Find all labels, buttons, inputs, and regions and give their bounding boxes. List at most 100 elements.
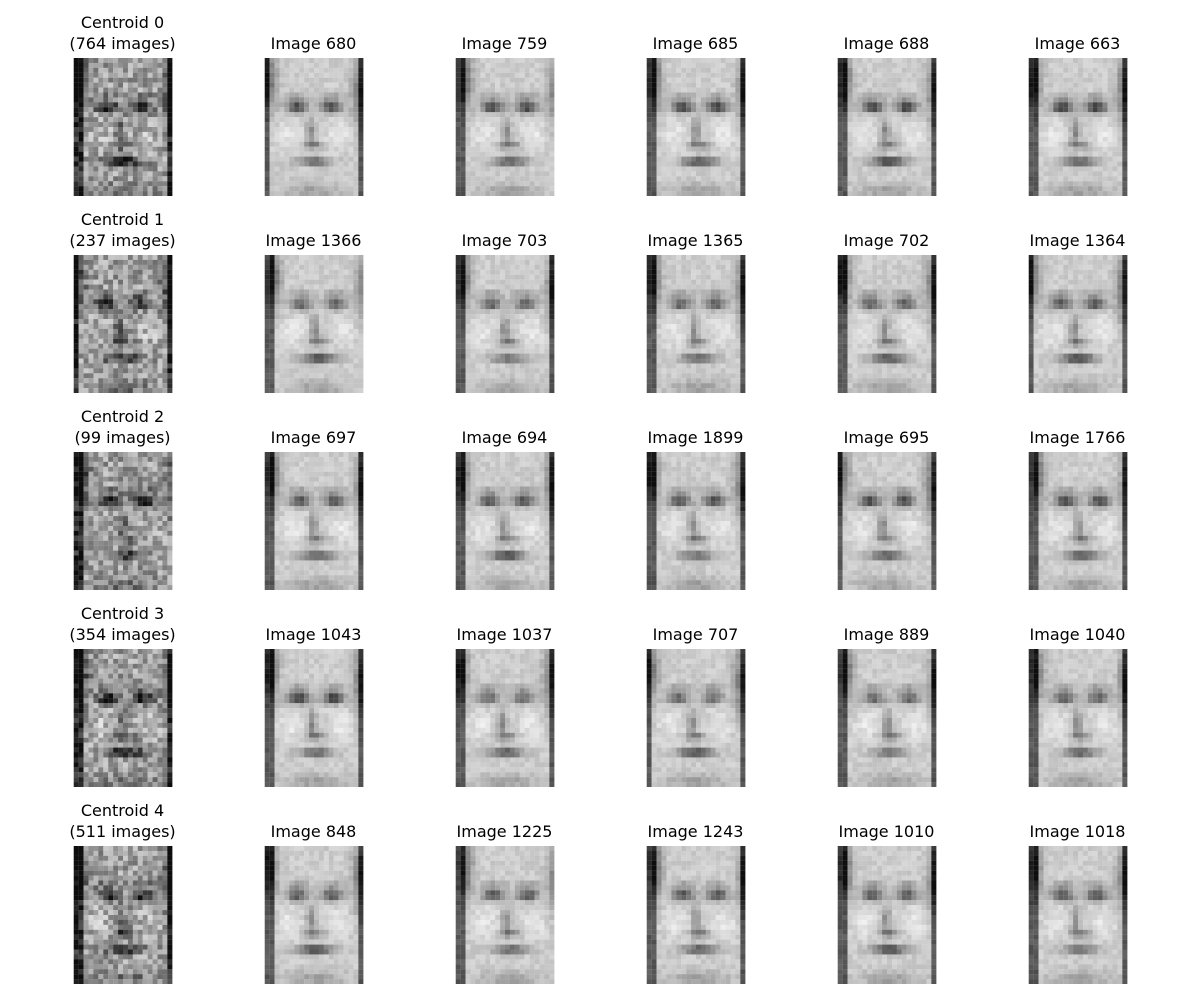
centroid-title-1: Centroid 1 (237 images) xyxy=(27,209,218,251)
image-cell: Image 663 xyxy=(982,10,1173,200)
face-image xyxy=(264,649,364,787)
image-title: Image 695 xyxy=(843,428,930,447)
face-image xyxy=(455,846,555,984)
centroid-face-image xyxy=(73,58,173,196)
face-image xyxy=(455,255,555,393)
image-cell: Image 848 xyxy=(218,798,409,988)
centroid-face-image xyxy=(73,649,173,787)
image-cell: Image 1364 xyxy=(982,207,1173,397)
image-cell: Image 1018 xyxy=(982,798,1173,988)
centroid-label: Centroid 1 xyxy=(80,210,165,229)
centroid-cell-3: Centroid 3 (354 images) xyxy=(27,601,218,791)
image-cell: Image 1040 xyxy=(982,601,1173,791)
centroid-title-2: Centroid 2 (99 images) xyxy=(27,406,218,448)
centroid-label: Centroid 4 xyxy=(80,801,165,820)
image-title: Image 685 xyxy=(652,34,739,53)
image-cell: Image 685 xyxy=(600,10,791,200)
image-cell: Image 697 xyxy=(218,404,409,594)
image-title: Image 703 xyxy=(461,231,548,250)
image-cell: Image 695 xyxy=(791,404,982,594)
image-title: Image 697 xyxy=(270,428,357,447)
image-cell: Image 1365 xyxy=(600,207,791,397)
image-title: Image 848 xyxy=(270,822,357,841)
image-title: Image 759 xyxy=(461,34,548,53)
face-image xyxy=(264,846,364,984)
centroid-cell-2: Centroid 2 (99 images) xyxy=(27,404,218,594)
centroid-count: (764 images) xyxy=(69,34,176,53)
image-title: Image 1040 xyxy=(1029,625,1126,644)
image-cell: Image 680 xyxy=(218,10,409,200)
centroid-face-image xyxy=(73,846,173,984)
image-cell: Image 1366 xyxy=(218,207,409,397)
image-cell: Image 694 xyxy=(409,404,600,594)
centroid-face-image xyxy=(73,452,173,590)
image-cell: Image 688 xyxy=(791,10,982,200)
image-title: Image 1037 xyxy=(456,625,553,644)
image-cell: Image 707 xyxy=(600,601,791,791)
centroid-cell-4: Centroid 4 (511 images) xyxy=(27,798,218,988)
centroid-title-3: Centroid 3 (354 images) xyxy=(27,603,218,645)
image-cell: Image 1037 xyxy=(409,601,600,791)
face-image xyxy=(455,58,555,196)
centroid-count: (354 images) xyxy=(69,625,176,644)
face-image xyxy=(646,649,746,787)
face-image xyxy=(264,58,364,196)
image-cell: Image 1010 xyxy=(791,798,982,988)
face-image xyxy=(1028,452,1128,590)
image-cell: Image 703 xyxy=(409,207,600,397)
image-title: Image 1364 xyxy=(1029,231,1126,250)
image-title: Image 1899 xyxy=(647,428,744,447)
centroid-count: (237 images) xyxy=(69,231,176,250)
centroid-cell-0: Centroid 0 (764 images) xyxy=(27,10,218,200)
face-image xyxy=(1028,649,1128,787)
face-image xyxy=(837,255,937,393)
face-image xyxy=(646,452,746,590)
image-title: Image 1243 xyxy=(647,822,744,841)
face-image xyxy=(837,58,937,196)
image-title: Image 1225 xyxy=(456,822,553,841)
face-image xyxy=(1028,846,1128,984)
image-cell: Image 889 xyxy=(791,601,982,791)
face-image xyxy=(646,58,746,196)
image-title: Image 1018 xyxy=(1029,822,1126,841)
image-cell: Image 759 xyxy=(409,10,600,200)
face-image xyxy=(646,255,746,393)
image-title: Image 1365 xyxy=(647,231,744,250)
face-image xyxy=(1028,255,1128,393)
image-cell: Image 702 xyxy=(791,207,982,397)
image-title: Image 702 xyxy=(843,231,930,250)
centroid-cell-1: Centroid 1 (237 images) xyxy=(27,207,218,397)
image-title: Image 688 xyxy=(843,34,930,53)
image-title: Image 889 xyxy=(843,625,930,644)
centroid-count: (99 images) xyxy=(74,428,171,447)
face-image xyxy=(646,846,746,984)
centroid-count: (511 images) xyxy=(69,822,176,841)
image-title: Image 707 xyxy=(652,625,739,644)
face-image xyxy=(837,649,937,787)
face-image xyxy=(264,452,364,590)
image-cell: Image 1899 xyxy=(600,404,791,594)
image-title: Image 663 xyxy=(1034,34,1121,53)
image-title: Image 1010 xyxy=(838,822,935,841)
image-title: Image 1366 xyxy=(265,231,362,250)
face-image xyxy=(264,255,364,393)
image-title: Image 694 xyxy=(461,428,548,447)
image-title: Image 1766 xyxy=(1029,428,1126,447)
image-cell: Image 1243 xyxy=(600,798,791,988)
centroid-label: Centroid 2 xyxy=(80,407,165,426)
face-image xyxy=(837,846,937,984)
face-image xyxy=(455,452,555,590)
image-cell: Image 1225 xyxy=(409,798,600,988)
centroid-label: Centroid 3 xyxy=(80,604,165,623)
centroid-label: Centroid 0 xyxy=(80,13,165,32)
centroid-face-image xyxy=(73,255,173,393)
image-cell: Image 1043 xyxy=(218,601,409,791)
image-title: Image 1043 xyxy=(265,625,362,644)
centroid-title-4: Centroid 4 (511 images) xyxy=(27,800,218,842)
image-title: Image 680 xyxy=(270,34,357,53)
centroid-title-0: Centroid 0 (764 images) xyxy=(27,12,218,54)
face-image xyxy=(455,649,555,787)
face-image xyxy=(1028,58,1128,196)
face-image xyxy=(837,452,937,590)
image-cell: Image 1766 xyxy=(982,404,1173,594)
